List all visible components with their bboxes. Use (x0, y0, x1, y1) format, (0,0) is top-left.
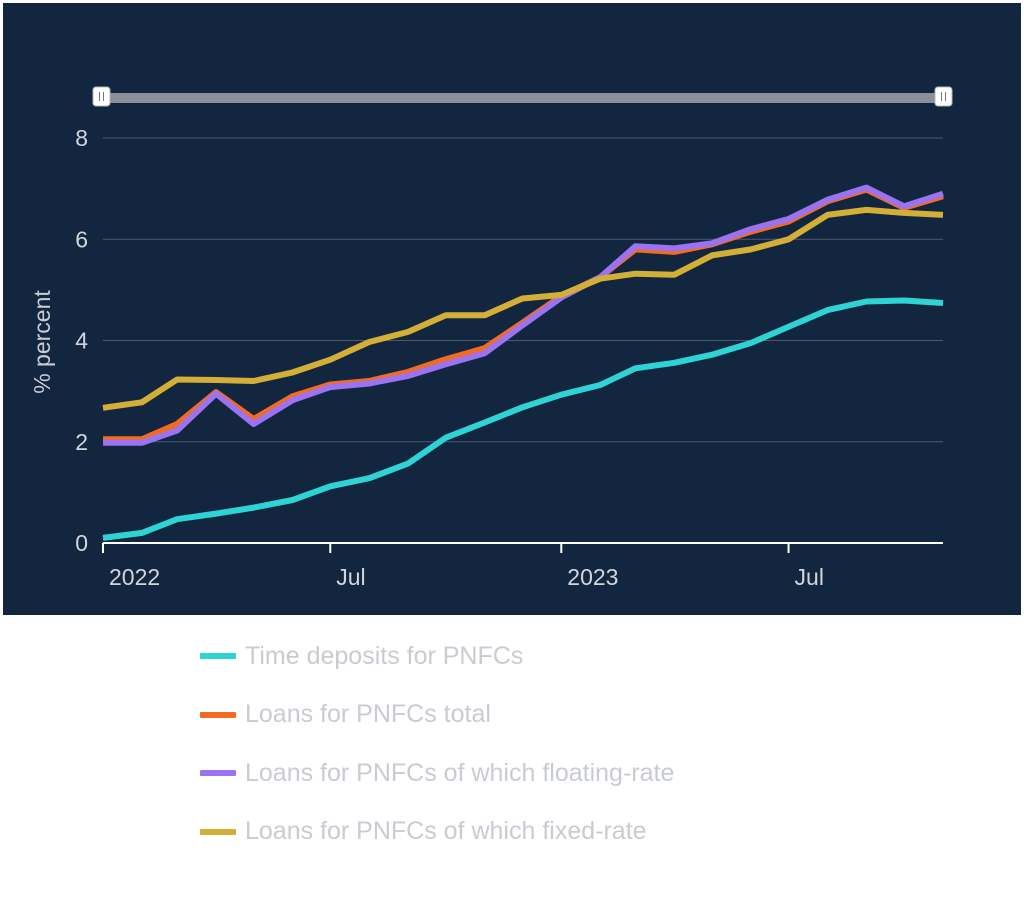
legend-swatch (200, 711, 236, 718)
axes: 0 2 4 6 8 2022 Jul 2023 Jul (75, 125, 943, 590)
y-tick-label: 0 (75, 530, 88, 556)
legend: Time deposits for PNFCs Loans for PNFCs t… (200, 636, 900, 870)
y-tick-label: 4 (75, 328, 88, 354)
y-tick-label: 8 (75, 125, 88, 151)
x-tick-label: 2022 (109, 564, 160, 590)
legend-label: Time deposits for PNFCs (245, 641, 524, 670)
y-tick-label: 2 (75, 429, 88, 455)
y-axis-label: % percent (29, 290, 55, 394)
legend-swatch (200, 653, 236, 659)
legend-item[interactable]: Time deposits for PNFCs (200, 636, 900, 676)
legend-swatch (200, 828, 236, 835)
x-tick-label: Jul (795, 564, 824, 590)
series-lines (102, 184, 944, 541)
series-line[interactable] (103, 184, 944, 446)
range-slider-track[interactable] (102, 93, 943, 103)
range-slider-left-handle[interactable] (92, 86, 111, 107)
x-tick-label: 2023 (567, 564, 618, 590)
line-chart: 0 2 4 6 8 2022 Jul 2023 Jul % percent (29, 86, 953, 590)
y-tick-label: 6 (75, 226, 88, 252)
chart-panel (3, 3, 1021, 615)
series-line[interactable] (102, 297, 944, 541)
legend-item[interactable]: Loans for PNFCs total (200, 695, 900, 735)
gridlines (103, 137, 943, 443)
legend-label: Loans for PNFCs of which fixed-rate (245, 817, 647, 845)
range-slider-right-handle[interactable] (934, 86, 953, 107)
legend-swatch (200, 770, 236, 776)
legend-label: Loans for PNFCs total (245, 700, 491, 728)
legend-item[interactable]: Loans for PNFCs of which floating-rate (200, 753, 900, 793)
range-slider[interactable] (92, 86, 953, 107)
series-line[interactable] (102, 206, 944, 411)
x-tick-label: Jul (336, 564, 365, 590)
legend-label: Loans for PNFCs of which floating-rate (245, 758, 675, 787)
legend-item[interactable]: Loans for PNFCs of which fixed-rate (200, 812, 900, 852)
